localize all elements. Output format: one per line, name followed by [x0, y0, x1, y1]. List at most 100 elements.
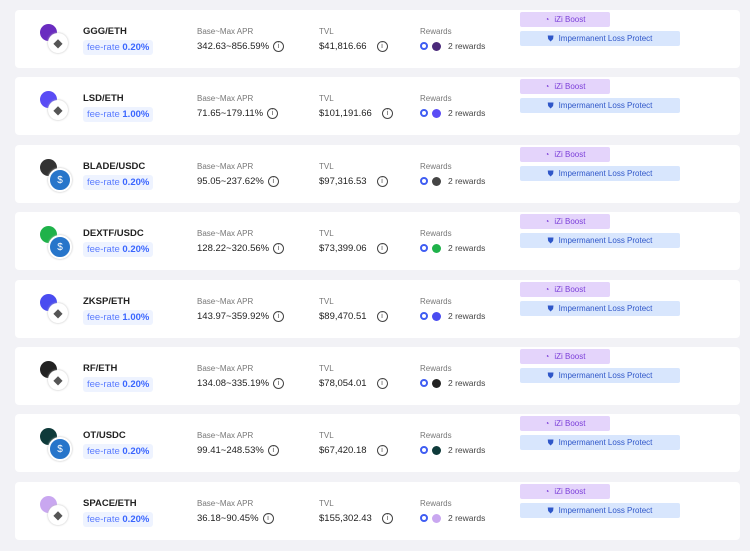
boost-label: iZi Boost — [554, 217, 586, 226]
info-icon[interactable]: i — [267, 108, 279, 119]
izi-token-icon — [420, 244, 428, 252]
izi-boost-button[interactable]: ◔ iZi Boost — [520, 484, 610, 499]
impermanent-loss-protect-button[interactable]: ⛊ Impermanent Loss Protect — [520, 98, 680, 113]
rewards-label: Rewards — [420, 162, 452, 171]
rewards-value[interactable]: 2 rewards — [420, 311, 485, 321]
token-pair-icon: ◆ — [40, 91, 70, 121]
info-icon[interactable]: i — [376, 378, 388, 389]
reward-token-icon — [432, 513, 441, 523]
impermanent-loss-protect-button[interactable]: ⛊ Impermanent Loss Protect — [520, 503, 680, 518]
apr-label: Base~Max APR — [197, 162, 254, 171]
apr-text: 71.65~179.11% — [197, 108, 264, 119]
tvl-label: TVL — [319, 297, 334, 306]
tvl-label: TVL — [319, 94, 334, 103]
fee-rate-badge: fee-rate 1.00% — [83, 107, 154, 122]
info-icon[interactable]: i — [381, 108, 393, 119]
token-pair-icon: ◆ — [40, 361, 70, 391]
reward-token-icon — [432, 108, 441, 118]
boost-label: iZi Boost — [554, 82, 586, 91]
izi-token-icon — [420, 177, 428, 185]
impermanent-loss-protect-button[interactable]: ⛊ Impermanent Loss Protect — [520, 233, 680, 248]
info-icon[interactable]: i — [376, 445, 388, 456]
fee-rate-value: 0.20% — [122, 446, 150, 457]
info-icon[interactable]: i — [273, 378, 285, 389]
pair-name: BLADE/USDC — [83, 161, 146, 172]
apr-label: Base~Max APR — [197, 229, 254, 238]
izi-token-icon — [420, 109, 428, 117]
tvl-text: $89,470.51 — [319, 311, 367, 322]
pool-row[interactable]: $ OT/USDC fee-rate 0.20% Base~Max APR 99… — [15, 414, 740, 472]
info-icon[interactable]: i — [376, 311, 388, 322]
rewards-label: Rewards — [420, 499, 452, 508]
shield-icon: ⛊ — [547, 235, 554, 245]
rewards-value[interactable]: 2 rewards — [420, 243, 485, 253]
eth-icon: ◆ — [48, 303, 68, 323]
izi-boost-button[interactable]: ◔ iZi Boost — [520, 349, 610, 364]
impermanent-loss-protect-button[interactable]: ⛊ Impermanent Loss Protect — [520, 301, 680, 316]
fee-rate-label: fee-rate — [87, 312, 120, 323]
izi-token-icon — [420, 42, 428, 50]
pool-row[interactable]: ◆ SPACE/ETH fee-rate 0.20% Base~Max APR … — [15, 482, 740, 540]
pool-row[interactable]: ◆ ZKSP/ETH fee-rate 1.00% Base~Max APR 1… — [15, 280, 740, 338]
rewards-value[interactable]: 2 rewards — [420, 41, 485, 51]
apr-text: 128.22~320.56% — [197, 243, 270, 254]
apr-value: 342.63~856.59% i — [197, 41, 285, 52]
izi-boost-button[interactable]: ◔ iZi Boost — [520, 147, 610, 162]
fee-rate-badge: fee-rate 0.20% — [83, 512, 154, 527]
info-icon[interactable]: i — [273, 41, 285, 52]
fee-rate-value: 0.20% — [122, 42, 150, 53]
info-icon[interactable]: i — [273, 243, 285, 254]
fee-rate-value: 0.20% — [122, 379, 150, 390]
izi-boost-button[interactable]: ◔ iZi Boost — [520, 416, 610, 431]
rewards-value[interactable]: 2 rewards — [420, 176, 485, 186]
tvl-text: $41,816.66 — [319, 41, 367, 52]
rewards-value[interactable]: 2 rewards — [420, 378, 485, 388]
izi-boost-button[interactable]: ◔ iZi Boost — [520, 214, 610, 229]
gauge-icon: ◔ — [544, 487, 550, 496]
izi-boost-button[interactable]: ◔ iZi Boost — [520, 12, 610, 27]
reward-token-icon — [432, 41, 441, 51]
token-pair-icon: ◆ — [40, 496, 70, 526]
info-icon[interactable]: i — [381, 513, 393, 524]
info-icon[interactable]: i — [267, 176, 279, 187]
info-icon[interactable]: i — [376, 176, 388, 187]
fee-rate-value: 1.00% — [122, 109, 150, 120]
info-icon[interactable]: i — [267, 445, 279, 456]
pool-row[interactable]: ◆ GGG/ETH fee-rate 0.20% Base~Max APR 34… — [15, 10, 740, 68]
fee-rate-value: 0.20% — [122, 244, 150, 255]
usdc-icon: $ — [48, 437, 72, 461]
impermanent-loss-protect-button[interactable]: ⛊ Impermanent Loss Protect — [520, 166, 680, 181]
apr-text: 143.97~359.92% — [197, 311, 270, 322]
impermanent-loss-protect-button[interactable]: ⛊ Impermanent Loss Protect — [520, 31, 680, 46]
fee-rate-value: 1.00% — [122, 312, 150, 323]
fee-rate-label: fee-rate — [87, 514, 120, 525]
impermanent-loss-protect-button[interactable]: ⛊ Impermanent Loss Protect — [520, 435, 680, 450]
izi-boost-button[interactable]: ◔ iZi Boost — [520, 79, 610, 94]
rewards-value[interactable]: 2 rewards — [420, 108, 485, 118]
info-icon[interactable]: i — [376, 41, 388, 52]
fee-rate-badge: fee-rate 0.20% — [83, 242, 154, 257]
eth-icon: ◆ — [48, 33, 68, 53]
shield-icon: ⛊ — [547, 505, 554, 515]
pair-name: SPACE/ETH — [83, 498, 137, 509]
ilp-label: Impermanent Loss Protect — [558, 304, 653, 313]
impermanent-loss-protect-button[interactable]: ⛊ Impermanent Loss Protect — [520, 368, 680, 383]
eth-icon: ◆ — [48, 100, 68, 120]
info-icon[interactable]: i — [273, 311, 285, 322]
pool-row[interactable]: $ DEXTF/USDC fee-rate 0.20% Base~Max APR… — [15, 212, 740, 270]
ilp-label: Impermanent Loss Protect — [558, 438, 653, 447]
pool-row[interactable]: ◆ RF/ETH fee-rate 0.20% Base~Max APR 134… — [15, 347, 740, 405]
izi-boost-button[interactable]: ◔ iZi Boost — [520, 282, 610, 297]
shield-icon: ⛊ — [547, 437, 554, 447]
apr-value: 36.18~90.45% i — [197, 513, 274, 524]
shield-icon: ⛊ — [547, 100, 554, 110]
rewards-value[interactable]: 2 rewards — [420, 513, 485, 523]
fee-rate-label: fee-rate — [87, 446, 120, 457]
rewards-value[interactable]: 2 rewards — [420, 445, 485, 455]
rewards-label: Rewards — [420, 94, 452, 103]
info-icon[interactable]: i — [262, 513, 274, 524]
pool-row[interactable]: ◆ LSD/ETH fee-rate 1.00% Base~Max APR 71… — [15, 77, 740, 135]
apr-label: Base~Max APR — [197, 499, 254, 508]
pool-row[interactable]: $ BLADE/USDC fee-rate 0.20% Base~Max APR… — [15, 145, 740, 203]
info-icon[interactable]: i — [376, 243, 388, 254]
